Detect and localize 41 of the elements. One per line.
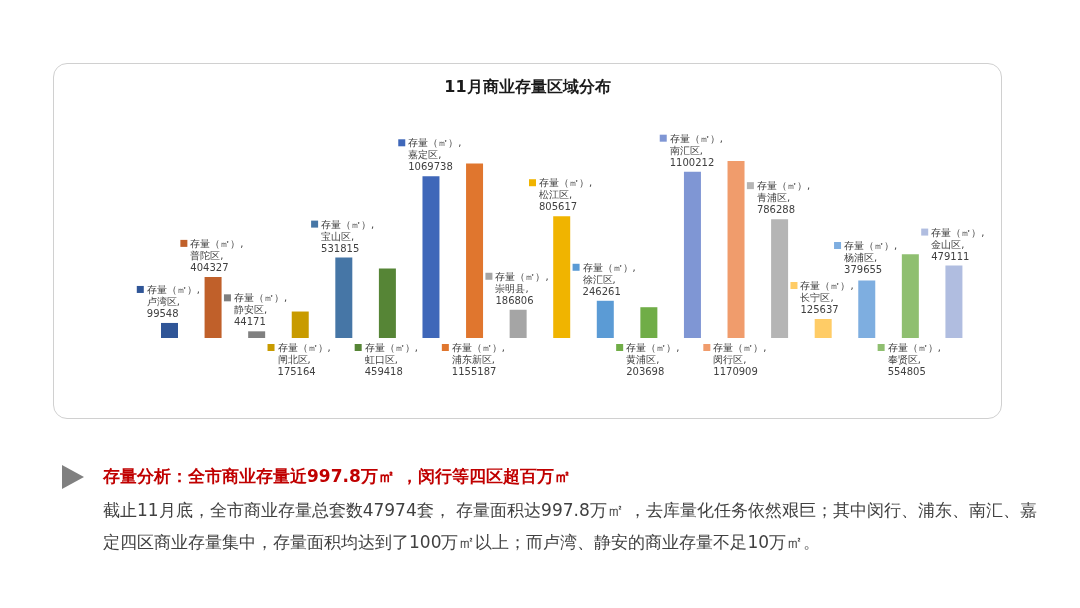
text: 存量分析：全市商业存量近997.8万㎡ ，闵行等四区超百万㎡ (103, 465, 571, 488)
data-label: 存量（㎡）, 南汇区, 1100212 (669, 132, 727, 168)
data-label: 存量（㎡）, 杨浦区, 379655 (843, 240, 901, 276)
bar (901, 254, 919, 338)
bar (858, 280, 876, 338)
bar (335, 257, 353, 338)
data-label: 存量（㎡）, 长宁区, 125637 (800, 280, 857, 316)
bar (291, 311, 309, 338)
data-label: 存量（㎡）, 宝山区, 531815 (321, 218, 378, 254)
text: 截止11月底，全市商业存量总套数47974套， 存量面积达997.8万㎡ ，去库量化任务依然艰巨；其中闵行、浦东、南汇、嘉定四区商业存量集中，存量面积均达到了100万㎡以上；而卢湾、静安的商业存量不足10万㎡。 (103, 499, 1039, 554)
data-label: 存量（㎡）, 浦东新区, 1155187 (451, 342, 509, 377)
data-label: 存量（㎡）, 松江区, 805617 (539, 177, 596, 213)
data-label: 存量（㎡）, 青浦区, 786288 (756, 180, 814, 216)
bar (945, 265, 963, 338)
data-label: 存量（㎡）, 静安区, 44171 (233, 292, 291, 328)
data-label: 存量（㎡）, 卢湾区, 99548 (146, 283, 204, 319)
bar (771, 219, 789, 338)
chart-title: 11月商业存量区域分布 (443, 77, 612, 98)
bar (422, 176, 440, 338)
data-label: 存量（㎡）, 普陀区, 404327 (190, 237, 247, 273)
data-label: 存量（㎡）, 崇明县, 186806 (495, 270, 552, 306)
data-label: 存量（㎡）, 虹口区, 459418 (364, 342, 422, 377)
bar (640, 307, 658, 338)
bar (248, 331, 266, 338)
bar (553, 216, 571, 338)
data-label: 存量（㎡）, 黄浦区, 203698 (626, 342, 683, 377)
data-label: 存量（㎡）, 徐汇区, 246261 (582, 261, 639, 297)
bar (161, 322, 178, 338)
bar (596, 300, 614, 338)
bar (727, 161, 745, 338)
data-label: 存量（㎡）, 闵行区, 1170909 (713, 342, 770, 377)
bar (814, 319, 832, 338)
data-label: 存量（㎡）, 奉贤区, 554805 (887, 342, 944, 377)
bar (509, 309, 527, 338)
bar (204, 276, 222, 338)
bar (683, 171, 701, 338)
bar (378, 268, 396, 338)
data-label: 存量（㎡）, 嘉定区, 1069738 (408, 137, 465, 173)
data-label: 存量（㎡）, 金山区, 479111 (931, 226, 988, 262)
bar (466, 163, 484, 338)
data-label: 存量（㎡）, 闸北区, 175164 (277, 342, 334, 377)
